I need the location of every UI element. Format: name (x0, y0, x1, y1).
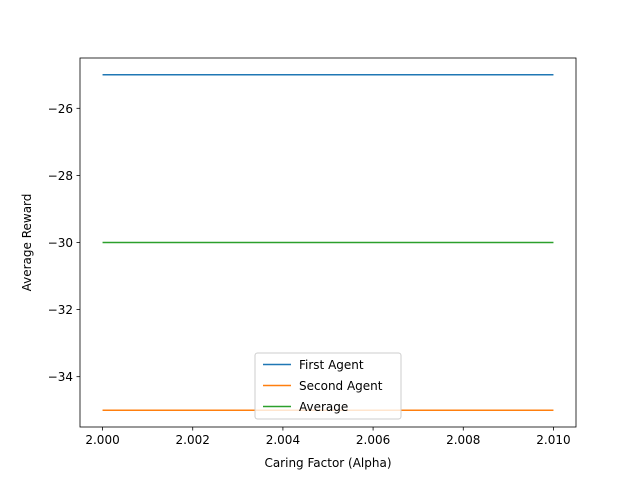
x-axis: 2.000 2.002 2.004 2.006 2.008 2.010 (85, 427, 571, 447)
y-tick-label: −28 (48, 169, 73, 183)
x-tick-label: 2.002 (176, 433, 210, 447)
y-axis-title: Average Reward (20, 194, 34, 292)
legend-label: Second Agent (299, 379, 383, 393)
x-tick-label: 2.004 (266, 433, 300, 447)
x-tick-label: 2.010 (536, 433, 570, 447)
x-tick-label: 2.008 (446, 433, 480, 447)
y-tick-label: −32 (48, 303, 73, 317)
y-tick-label: −26 (48, 102, 73, 116)
y-tick-label: −34 (48, 370, 73, 384)
y-tick-label: −30 (48, 236, 73, 250)
legend-box (254, 352, 402, 420)
y-axis: −34 −32 −30 −28 −26 (48, 102, 80, 384)
x-tick-label: 2.006 (356, 433, 390, 447)
legend-label: Average (299, 400, 348, 414)
legend: First Agent Second Agent Average (254, 352, 402, 420)
legend-label: First Agent (299, 358, 364, 372)
x-tick-label: 2.000 (85, 433, 119, 447)
x-axis-title: Caring Factor (Alpha) (264, 456, 391, 470)
